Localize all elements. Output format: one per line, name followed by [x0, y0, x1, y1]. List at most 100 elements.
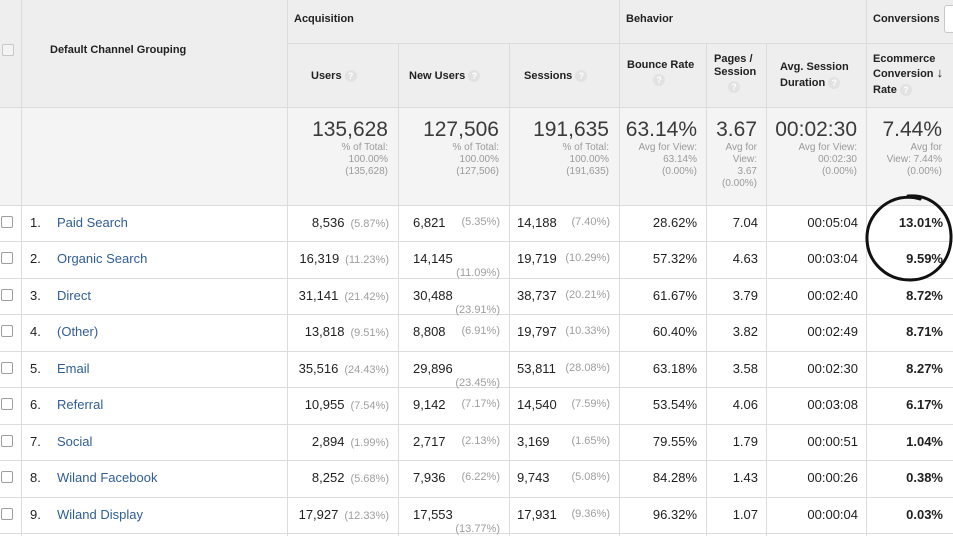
sessions-cell: 17,931 (9.36%) — [517, 507, 610, 522]
bounce-rate-cell: 79.55% — [652, 434, 697, 449]
ecom-rate-cell: 8.71% — [906, 324, 943, 339]
col-bounce-rate[interactable]: Bounce Rate? — [627, 59, 695, 87]
table-row[interactable]: 5. Email 35,516 (24.43%) 29,896 (23.45%) 5… — [0, 351, 953, 389]
avg-duration-cell: 00:03:08 — [807, 397, 858, 412]
col-new-users[interactable]: New Users ? — [409, 70, 481, 83]
table-row[interactable]: 7. Social 2,894 (1.99%) 2,717 (2.13%) 3,16… — [0, 424, 953, 460]
group-behavior: Behavior — [626, 13, 674, 25]
conversions-dropdown[interactable] — [944, 5, 953, 33]
col-sessions[interactable]: Sessions ? — [524, 70, 588, 83]
sessions-cell: 14,188 (7.40%) — [517, 215, 610, 230]
avg-duration-cell: 00:03:04 — [807, 251, 858, 266]
bounce-rate-cell: 96.32% — [652, 507, 697, 522]
total-ecommerce-conversion-rate: 7.44% Avg for View: 7.44% (0.00%) — [882, 118, 942, 177]
row-checkbox[interactable] — [1, 435, 13, 447]
channel-link[interactable]: Social — [57, 434, 93, 449]
help-icon[interactable]: ? — [653, 74, 665, 87]
row-checkbox[interactable] — [1, 362, 13, 374]
new-users-cell: 17,553 (13.77%) — [413, 507, 500, 535]
row-checkbox[interactable] — [1, 325, 13, 337]
new-users-cell: 6,821 (5.35%) — [413, 215, 500, 230]
pages-session-cell: 1.79 — [732, 434, 758, 449]
table-row[interactable]: 9. Wiland Display 17,927 (12.33%) 17,553(… — [0, 497, 953, 535]
sessions-cell: 19,719 (10.29%) — [517, 251, 610, 266]
users-cell: 16,319 (11.23%) — [299, 251, 389, 266]
users-cell: 2,894 (1.99%) — [311, 434, 389, 449]
bounce-rate-cell: 60.40% — [652, 324, 697, 339]
help-icon[interactable]: ? — [899, 84, 912, 97]
select-all-checkbox[interactable] — [2, 44, 14, 56]
table-row[interactable]: 8. Wiland Facebook 8,252 (5.68%) 7,936 (6.… — [0, 460, 953, 496]
total-pages-session: 3.67 Avg for View: 3.67 (0.00%) — [716, 118, 757, 189]
avg-duration-cell: 00:02:30 — [807, 361, 858, 376]
total-sessions: 191,635 % of Total: 100.00% (191,635) — [533, 118, 609, 177]
channel-link[interactable]: Organic Search — [57, 251, 148, 266]
row-index: 1. — [30, 215, 41, 230]
avg-duration-cell: 00:02:40 — [807, 288, 858, 303]
users-cell: 13,818 (9.51%) — [304, 324, 389, 339]
pages-session-cell: 7.04 — [732, 215, 758, 230]
new-users-cell: 30,488 (23.91%) — [413, 288, 500, 316]
sessions-cell: 9,743 (5.08%) — [517, 470, 610, 485]
new-users-cell: 14,145 (11.09%) — [413, 251, 500, 279]
group-acquisition: Acquisition — [294, 13, 354, 25]
table-row[interactable]: 6. Referral 10,955 (7.54%) 9,142 (7.17%) 1… — [0, 387, 953, 423]
pages-session-cell: 4.06 — [732, 397, 758, 412]
sessions-cell: 38,737 (20.21%) — [517, 288, 610, 303]
col-users[interactable]: Users ? — [311, 70, 357, 83]
row-checkbox[interactable] — [1, 471, 13, 483]
sessions-cell: 3,169 (1.65%) — [517, 434, 610, 449]
row-checkbox[interactable] — [1, 508, 13, 520]
row-index: 4. — [30, 324, 41, 339]
table-row[interactable]: 1. Paid Search 8,536 (5.87%) 6,821 (5.35%)… — [0, 205, 953, 241]
channel-link[interactable]: Paid Search — [57, 215, 128, 230]
dimension-header[interactable]: Default Channel Grouping — [50, 44, 187, 56]
help-icon[interactable]: ? — [575, 70, 588, 83]
row-checkbox[interactable] — [1, 216, 13, 228]
avg-duration-cell: 00:02:49 — [807, 324, 858, 339]
new-users-cell: 8,808 (6.91%) — [413, 324, 500, 339]
channel-link[interactable]: Direct — [57, 288, 91, 303]
row-checkbox[interactable] — [1, 252, 13, 264]
ecom-rate-cell: 8.72% — [906, 288, 943, 303]
bounce-rate-cell: 28.62% — [652, 215, 697, 230]
channel-link[interactable]: (Other) — [57, 324, 99, 339]
ecom-rate-cell: 8.27% — [906, 361, 943, 376]
help-icon[interactable]: ? — [728, 81, 740, 94]
row-checkbox[interactable] — [1, 289, 13, 301]
users-cell: 8,536 (5.87%) — [311, 215, 389, 230]
new-users-cell: 9,142 (7.17%) — [413, 397, 500, 412]
col-avg-session-duration[interactable]: Avg. Session Duration ? — [780, 61, 849, 90]
channel-link[interactable]: Wiland Facebook — [57, 470, 158, 485]
bounce-rate-cell: 61.67% — [652, 288, 697, 303]
table-row[interactable]: 3. Direct 31,141 (21.42%) 30,488 (23.91%) … — [0, 278, 953, 316]
channel-link[interactable]: Email — [57, 361, 90, 376]
table-row[interactable]: 2. Organic Search 16,319 (11.23%) 14,145(… — [0, 241, 953, 279]
bounce-rate-cell: 53.54% — [652, 397, 697, 412]
row-index: 3. — [30, 288, 41, 303]
row-index: 2. — [30, 251, 41, 266]
row-index: 5. — [30, 361, 41, 376]
total-bounce-rate: 63.14% Avg for View: 63.14% (0.00%) — [625, 118, 697, 177]
sort-desc-icon[interactable]: ↓ — [936, 65, 944, 80]
pages-session-cell: 1.43 — [732, 470, 758, 485]
help-icon[interactable]: ? — [468, 70, 481, 83]
avg-duration-cell: 00:00:04 — [807, 507, 858, 522]
table-row[interactable]: 4. (Other) 13,818 (9.51%) 8,808 (6.91%) 19… — [0, 314, 953, 350]
sessions-cell: 53,811 (28.08%) — [517, 361, 610, 376]
row-checkbox[interactable] — [1, 398, 13, 410]
help-icon[interactable]: ? — [828, 77, 841, 90]
col-pages-session[interactable]: Pages / Session? — [714, 53, 757, 94]
total-avg-session-duration: 00:02:30 Avg for View: 00:02:30 (0.00%) — [775, 118, 857, 177]
help-icon[interactable]: ? — [344, 70, 357, 83]
ecom-rate-cell: 1.04% — [906, 434, 943, 449]
channel-link[interactable]: Wiland Display — [57, 507, 143, 522]
ecom-rate-cell: 13.01% — [898, 215, 943, 230]
total-users: 135,628 % of Total: 100.00% (135,628) — [312, 118, 388, 177]
new-users-cell: 2,717 (2.13%) — [413, 434, 500, 449]
table-header — [0, 0, 953, 107]
col-ecommerce-conversion-rate[interactable]: Ecommerce Conversion ↓ Rate ? — [873, 53, 944, 97]
new-users-cell: 29,896 (23.45%) — [413, 361, 500, 389]
channel-link[interactable]: Referral — [57, 397, 104, 412]
total-new-users: 127,506 % of Total: 100.00% (127,506) — [423, 118, 499, 177]
